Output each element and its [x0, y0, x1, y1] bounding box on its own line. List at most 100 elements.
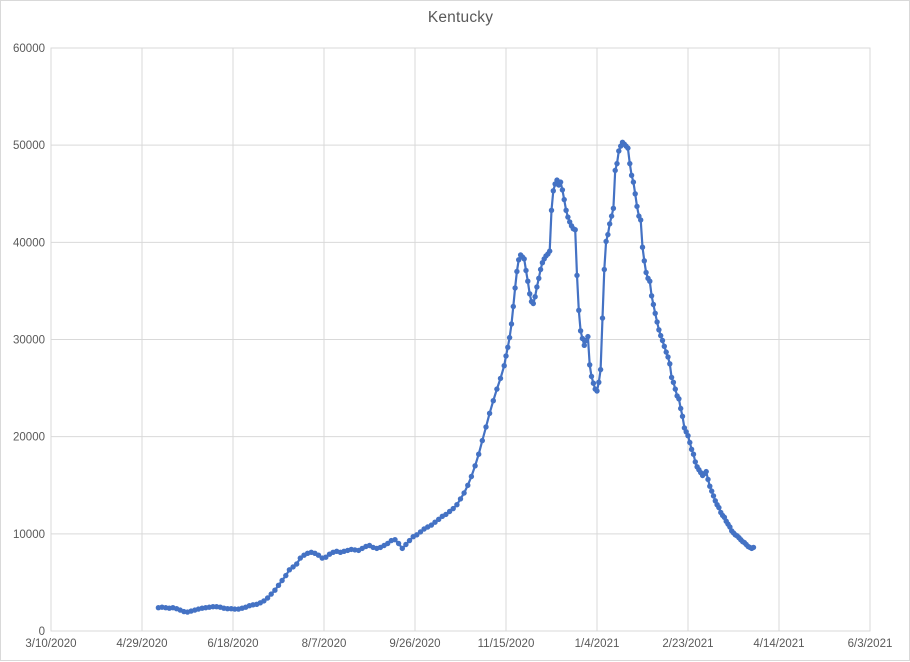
data-point[interactable] [501, 363, 507, 369]
data-point[interactable] [503, 353, 509, 359]
data-point[interactable] [399, 545, 405, 552]
data-point[interactable] [608, 213, 615, 219]
data-point[interactable] [468, 473, 475, 480]
data-point[interactable] [597, 366, 604, 373]
data-series-line[interactable] [157, 141, 755, 614]
data-point[interactable] [577, 328, 584, 334]
data-point[interactable] [709, 488, 715, 494]
data-point[interactable] [599, 315, 606, 321]
data-point[interactable] [432, 519, 438, 525]
data-point[interactable] [286, 567, 293, 573]
data-point[interactable] [385, 540, 391, 547]
data-point[interactable] [707, 483, 713, 489]
data-point[interactable] [514, 268, 520, 275]
data-point[interactable] [264, 595, 271, 601]
data-point[interactable] [710, 493, 717, 499]
data-point[interactable] [603, 238, 609, 245]
data-point[interactable] [472, 463, 478, 469]
data-point[interactable] [547, 248, 553, 254]
data-point[interactable] [483, 424, 489, 430]
data-point[interactable] [516, 257, 522, 263]
data-point[interactable] [652, 310, 658, 316]
data-point[interactable] [667, 361, 673, 367]
data-point[interactable] [559, 187, 566, 193]
data-point[interactable] [581, 342, 587, 348]
data-point[interactable] [678, 405, 684, 412]
data-point[interactable] [585, 333, 591, 340]
data-point[interactable] [668, 374, 675, 381]
data-point[interactable] [232, 606, 238, 612]
data-point[interactable] [395, 540, 402, 547]
data-point[interactable] [272, 587, 278, 593]
data-point[interactable] [508, 321, 515, 327]
data-point[interactable] [261, 598, 267, 604]
data-point[interactable] [563, 207, 569, 213]
data-point[interactable] [465, 482, 471, 488]
data-point[interactable] [685, 433, 691, 439]
data-point[interactable] [450, 505, 456, 512]
data-point[interactable] [705, 476, 711, 483]
data-point[interactable] [692, 459, 698, 465]
data-point[interactable] [476, 451, 482, 457]
data-point[interactable] [716, 504, 722, 511]
data-point[interactable] [672, 386, 678, 392]
data-point[interactable] [588, 373, 595, 380]
data-point[interactable] [630, 179, 637, 185]
data-point[interactable] [414, 532, 420, 538]
data-point[interactable] [628, 172, 635, 178]
data-point[interactable] [436, 516, 442, 522]
data-point[interactable] [315, 552, 322, 558]
data-point[interactable] [454, 502, 460, 508]
data-point[interactable] [661, 343, 667, 349]
data-point[interactable] [590, 380, 597, 386]
data-point[interactable] [690, 451, 697, 457]
data-point[interactable] [625, 145, 631, 151]
data-point[interactable] [750, 544, 757, 551]
data-point[interactable] [641, 258, 647, 264]
data-point[interactable] [634, 203, 640, 210]
data-point[interactable] [659, 337, 666, 344]
data-point[interactable] [534, 284, 540, 290]
data-point[interactable] [574, 272, 580, 279]
data-point[interactable] [676, 396, 682, 402]
data-point[interactable] [612, 167, 618, 174]
data-point[interactable] [521, 256, 527, 262]
data-point[interactable] [505, 344, 511, 350]
data-point[interactable] [523, 267, 529, 274]
data-point[interactable] [224, 606, 231, 612]
data-point[interactable] [506, 334, 513, 341]
data-point[interactable] [648, 293, 655, 299]
data-point[interactable] [461, 490, 467, 496]
data-point[interactable] [688, 446, 695, 452]
data-point[interactable] [679, 413, 686, 419]
data-point[interactable] [268, 591, 274, 597]
data-point[interactable] [323, 554, 329, 560]
data-point[interactable] [601, 266, 607, 273]
data-point[interactable] [548, 207, 555, 213]
data-point[interactable] [616, 148, 622, 154]
data-point[interactable] [417, 529, 424, 535]
data-point[interactable] [632, 191, 638, 197]
data-point[interactable] [565, 214, 571, 220]
data-point[interactable] [550, 188, 556, 194]
data-point[interactable] [650, 301, 657, 308]
data-point[interactable] [703, 468, 709, 475]
data-point[interactable] [294, 561, 300, 567]
data-point[interactable] [290, 564, 296, 570]
data-point[interactable] [663, 349, 669, 355]
data-point[interactable] [607, 221, 613, 227]
data-point[interactable] [639, 244, 646, 250]
data-point[interactable] [614, 160, 620, 167]
data-point[interactable] [525, 278, 531, 284]
data-point[interactable] [275, 582, 282, 588]
data-point[interactable] [670, 379, 677, 385]
data-point[interactable] [497, 375, 504, 382]
data-point[interactable] [658, 332, 664, 339]
data-point[interactable] [656, 327, 662, 333]
data-point[interactable] [557, 179, 564, 185]
data-point[interactable] [536, 275, 542, 281]
data-point[interactable] [587, 362, 593, 368]
data-point[interactable] [392, 537, 398, 543]
data-point[interactable] [665, 354, 671, 360]
